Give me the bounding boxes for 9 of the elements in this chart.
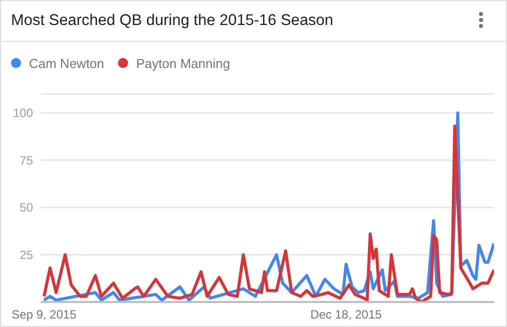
x-tick-label: Sep 9, 2015 [12,308,77,322]
y-tick-label: 100 [12,106,34,120]
y-tick-label: 25 [20,248,34,262]
chart-title: Most Searched QB during the 2015-16 Season [1,1,506,42]
y-tick-label: 50 [20,200,34,215]
x-tick-label: Dec 18, 2015 [310,308,382,322]
legend-label: Cam Newton [29,56,104,70]
y-tick-label: 75 [20,153,34,168]
legend-label: Payton Manning [136,56,230,70]
